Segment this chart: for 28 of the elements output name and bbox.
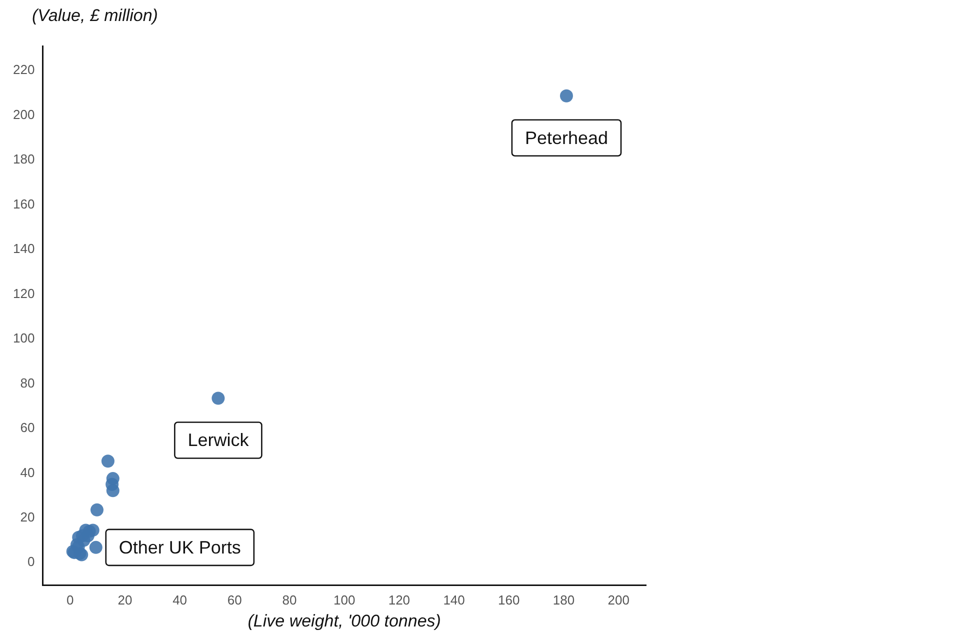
y-tick-label: 180 xyxy=(12,152,35,167)
y-tick-label: 140 xyxy=(12,241,35,256)
x-tick-label: 0 xyxy=(66,592,74,608)
y-tick-label: 60 xyxy=(20,420,35,436)
y-tick-label: 80 xyxy=(20,375,35,390)
x-tick-label: 20 xyxy=(118,592,132,608)
x-axis-title: (Live weight, '000 tonnes) xyxy=(248,612,441,631)
x-tick-label: 140 xyxy=(443,592,465,608)
y-axis-title: (Value, £ million) xyxy=(32,6,158,26)
y-tick-label: 220 xyxy=(12,62,35,78)
x-tick-label: 180 xyxy=(552,592,575,608)
y-tick-label: 200 xyxy=(12,106,35,122)
x-tick-label: 40 xyxy=(172,592,188,608)
y-tick-label: 20 xyxy=(20,509,35,524)
y-tick-label: 120 xyxy=(12,286,35,301)
x-tick-label: 80 xyxy=(282,592,297,608)
x-tick-label: 120 xyxy=(388,592,410,608)
y-tick-label: 0 xyxy=(27,554,35,570)
y-tick-label: 160 xyxy=(12,196,35,212)
annotation: Other UK Ports xyxy=(118,537,241,558)
x-tick-label: 60 xyxy=(227,592,242,608)
x-tick-label: 160 xyxy=(498,592,520,608)
y-tick-label: 100 xyxy=(12,330,35,346)
x-tick-label: 200 xyxy=(608,592,630,608)
annotation: Peterhead xyxy=(524,128,608,148)
x-tick-label: 100 xyxy=(333,592,356,608)
y-tick-label: 40 xyxy=(20,464,35,480)
annotation: Lerwick xyxy=(188,430,250,450)
